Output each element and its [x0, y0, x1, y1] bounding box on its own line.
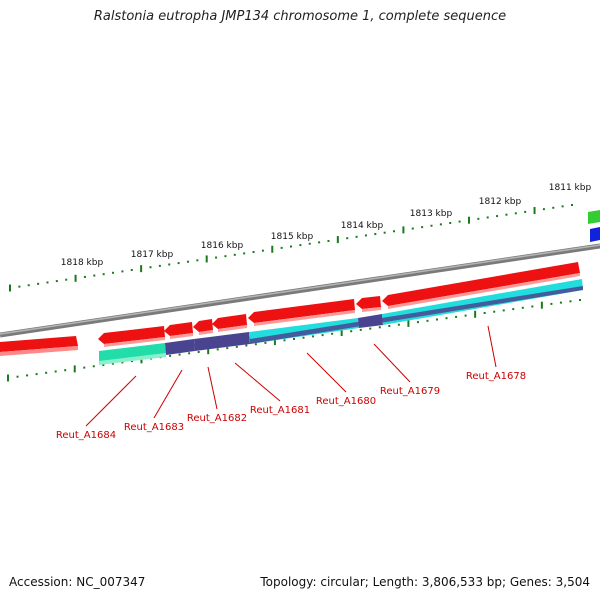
cds-reut-a1683[interactable] — [164, 322, 193, 336]
gene-label-group: Reut_A1684 Reut_A1683Reut_A1682Reut_A1681… — [56, 325, 526, 441]
tick-label: 1816 kbp — [201, 241, 244, 251]
map-title: Ralstonia eutropha JMP134 chromosome 1, … — [93, 9, 507, 24]
gene-leader-line — [207, 366, 218, 410]
outer-tick-row — [9, 204, 573, 292]
gene-leader-line — [373, 343, 411, 383]
tick-label: 1812 kbp — [479, 197, 522, 207]
accession-text: Accession: NC_007347 — [9, 575, 146, 589]
cog-right-green[interactable] — [588, 210, 600, 224]
tick-label: 1814 kbp — [341, 221, 384, 231]
cds-reut-a1682[interactable] — [193, 319, 213, 332]
inner-tick-row — [7, 299, 581, 382]
gene-label-reut-a1683[interactable]: Reut_A1683 — [124, 422, 184, 433]
cds-left-edge-shade — [0, 346, 78, 356]
summary-text: Topology: circular; Length: 3,806,533 bp… — [260, 575, 590, 589]
gene-leader-line — [487, 325, 497, 368]
tick-label: 1818 kbp — [61, 258, 104, 268]
gene-label-reut-a1679[interactable]: Reut_A1679 — [380, 386, 440, 397]
backbone-arc-highlight — [0, 244, 600, 335]
cds-shade — [104, 273, 580, 347]
cog-reut-a1684[interactable] — [99, 343, 166, 363]
gene-leader-line — [306, 352, 347, 393]
gene-leader-line — [153, 369, 183, 419]
cds-reut-a1681[interactable] — [212, 314, 247, 329]
cds-reut-a1679[interactable] — [356, 296, 381, 309]
tick-label: 1811 kbp — [549, 183, 592, 193]
cog-reut-a1683[interactable] — [165, 339, 195, 355]
cog-reut-a1682[interactable] — [194, 332, 250, 351]
gene-leader-line — [85, 375, 137, 427]
tick-label: 1817 kbp — [131, 250, 174, 260]
gene-label-reut-a1681[interactable]: Reut_A1681 — [250, 405, 310, 416]
cog-track — [99, 210, 600, 365]
cog-right-blue[interactable] — [590, 227, 600, 242]
cog-lower-band — [250, 286, 583, 344]
gene-label-reut-a1678[interactable]: Reut_A1678 — [466, 371, 526, 382]
backbone-arc — [0, 243, 600, 338]
cds-reut-a1678[interactable] — [382, 262, 580, 306]
gene-label-reut-a1684[interactable]: Reut_A1684 — [56, 430, 116, 441]
gene-leader-line — [234, 362, 281, 402]
cds-reut-a1680[interactable] — [248, 299, 355, 323]
gene-label-reut-a1680[interactable]: Reut_A1680 — [316, 396, 376, 407]
cds-left-edge[interactable] — [0, 336, 78, 352]
gene-label-reut-a1682[interactable]: Reut_A1682 — [187, 413, 247, 424]
tick-label: 1815 kbp — [271, 232, 314, 242]
cds-track — [0, 262, 580, 356]
cds-reut-a1684[interactable] — [98, 326, 165, 344]
tick-label: 1813 kbp — [410, 209, 453, 219]
tick-label-group: 1811 kbp 1812 kbp 1813 kbp 1814 kbp 1815 kbp… — [61, 183, 592, 268]
cog-shade — [99, 353, 166, 365]
